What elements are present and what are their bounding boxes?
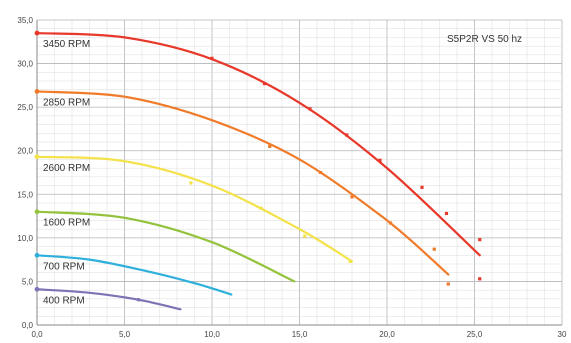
grid	[36, 19, 563, 326]
y-tick-label: 30,0	[17, 60, 33, 69]
series-labels: 3450 RPM 2850 RPM 2600 RPM 1600 RPM 700 RPM 4…	[43, 39, 90, 306]
series-label-2600-rpm: 2600 RPM	[43, 163, 90, 174]
series-start-point	[34, 154, 40, 160]
y-tick-label: 35,0	[17, 16, 33, 25]
x-tick-label: 15,0	[292, 330, 308, 339]
y-tick-label: 20,0	[17, 147, 33, 156]
data-point	[210, 56, 214, 60]
data-point	[444, 211, 449, 216]
series-label-3450-rpm: 3450 RPM	[43, 39, 90, 50]
x-tick-label: 30	[558, 330, 567, 339]
series-start-point	[34, 30, 40, 36]
y-tick-label: 0,0	[22, 321, 34, 330]
data-point	[378, 158, 382, 162]
data-point	[446, 282, 450, 286]
x-tick-label: 25,0	[467, 330, 483, 339]
data-point	[348, 259, 352, 263]
data-point	[136, 298, 141, 302]
series-label-2850-rpm: 2850 RPM	[43, 97, 90, 108]
axes: 0,0 5,0 10,0 15,0 20,0 25,0 30,0 35,0 0,0 5,0 10,0…	[17, 16, 567, 339]
data-point	[478, 238, 482, 242]
y-tick-label: 5,0	[22, 277, 34, 286]
series-line-700-rpm	[35, 254, 233, 296]
series-line-2600-rpm	[35, 155, 354, 263]
series-line-400-rpm	[35, 288, 182, 311]
data-point	[262, 82, 267, 86]
series-start-point	[34, 252, 40, 258]
data-point	[478, 277, 482, 281]
y-tick-label: 15,0	[17, 190, 33, 199]
y-tick-label: 25,0	[17, 103, 33, 112]
data-point	[268, 144, 272, 148]
series-label-1600-rpm: 1600 RPM	[43, 218, 90, 229]
series-line-1600-rpm	[35, 210, 296, 283]
x-tick-label: 5,0	[119, 330, 131, 339]
x-tick-label: 10,0	[204, 330, 220, 339]
data-point	[420, 185, 424, 189]
data-point	[259, 206, 263, 210]
series-layer	[34, 30, 482, 311]
data-point	[308, 107, 312, 111]
data-point	[388, 221, 393, 225]
series-start-point	[34, 89, 40, 94]
series-label-400-rpm: 400 RPM	[43, 295, 85, 306]
x-tick-label: 20,0	[379, 330, 395, 339]
series-line-2850-rpm	[35, 90, 450, 276]
series-start-point	[34, 286, 40, 292]
y-tick-label: 10,0	[17, 234, 33, 243]
data-point	[189, 181, 193, 185]
chart-annotation: S5P2R VS 50 hz	[447, 34, 522, 45]
series-start-point	[34, 209, 40, 215]
x-tick-label: 0,0	[31, 330, 43, 339]
data-point	[345, 133, 349, 137]
data-point	[318, 170, 323, 175]
series-label-700-rpm: 700 RPM	[43, 261, 85, 272]
series-line-3450-rpm	[35, 31, 481, 257]
data-point	[350, 195, 354, 199]
data-point	[432, 247, 436, 251]
data-point	[303, 234, 307, 238]
